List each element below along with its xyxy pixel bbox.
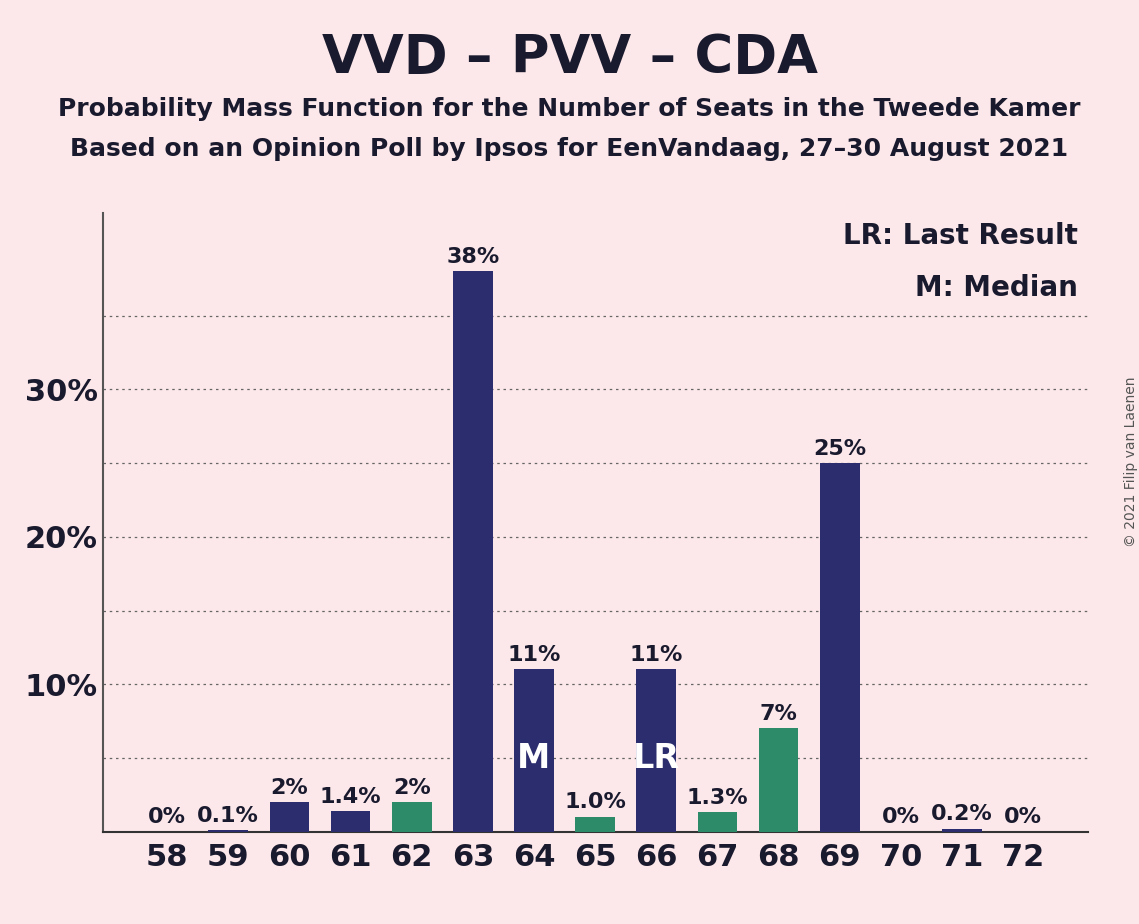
Text: 1.0%: 1.0% xyxy=(564,793,626,812)
Text: 0%: 0% xyxy=(1005,808,1042,827)
Text: 1.4%: 1.4% xyxy=(320,786,382,807)
Text: 7%: 7% xyxy=(760,704,797,724)
Bar xyxy=(208,830,248,832)
Text: 0%: 0% xyxy=(148,808,186,827)
Text: VVD – PVV – CDA: VVD – PVV – CDA xyxy=(321,32,818,84)
Bar xyxy=(453,272,493,832)
Text: 2%: 2% xyxy=(393,778,431,797)
Bar xyxy=(942,829,982,832)
Text: M: Median: M: Median xyxy=(915,274,1077,302)
Bar xyxy=(392,802,432,832)
Bar xyxy=(637,670,677,832)
Bar xyxy=(820,463,860,832)
Text: 0.1%: 0.1% xyxy=(197,806,260,826)
Bar xyxy=(330,811,370,832)
Bar xyxy=(575,817,615,832)
Text: 25%: 25% xyxy=(813,439,867,458)
Bar xyxy=(759,728,798,832)
Text: 0.2%: 0.2% xyxy=(931,804,993,824)
Text: 11%: 11% xyxy=(507,645,560,665)
Text: © 2021 Filip van Laenen: © 2021 Filip van Laenen xyxy=(1124,377,1138,547)
Text: Based on an Opinion Poll by Ipsos for EenVandaag, 27–30 August 2021: Based on an Opinion Poll by Ipsos for Ee… xyxy=(71,137,1068,161)
Text: LR: LR xyxy=(632,742,680,775)
Text: 11%: 11% xyxy=(630,645,683,665)
Text: 2%: 2% xyxy=(271,778,309,797)
Bar xyxy=(514,670,554,832)
Bar xyxy=(270,802,310,832)
Text: 38%: 38% xyxy=(446,247,500,267)
Text: LR: Last Result: LR: Last Result xyxy=(843,222,1077,249)
Bar xyxy=(697,812,737,832)
Text: Probability Mass Function for the Number of Seats in the Tweede Kamer: Probability Mass Function for the Number… xyxy=(58,97,1081,121)
Text: 1.3%: 1.3% xyxy=(687,788,748,808)
Text: M: M xyxy=(517,742,550,775)
Text: 0%: 0% xyxy=(882,808,920,827)
